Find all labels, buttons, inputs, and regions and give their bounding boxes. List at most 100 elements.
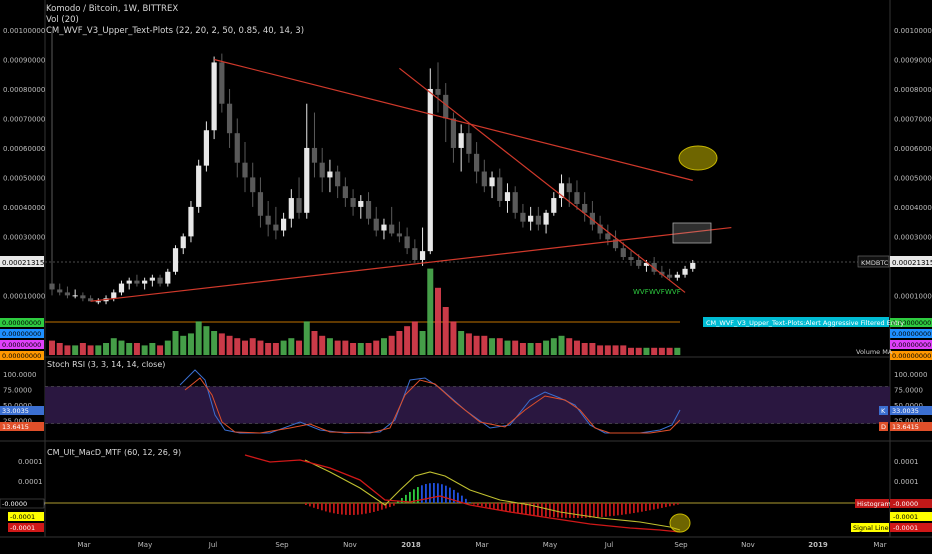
time-axis-label: 2019 [808, 541, 828, 549]
volume-bar [396, 331, 403, 355]
time-axis-label: Nov [343, 541, 357, 549]
macd-hist-bar [501, 503, 503, 511]
candle-body [419, 251, 426, 260]
macd-hist-bar [497, 503, 499, 510]
time-axis-label: Sep [674, 541, 688, 549]
volume-bar [334, 340, 341, 355]
candle-body [149, 277, 155, 281]
macd-hist-bar [577, 503, 579, 518]
candle-body [126, 280, 132, 284]
volume-bar [597, 345, 604, 355]
volume-bar [666, 347, 673, 355]
rsi-tick-left: 25.0000 [3, 418, 32, 426]
candle-body [582, 203, 588, 213]
volume-bar [95, 345, 102, 355]
wvf-value-right: 0.00000000 [892, 319, 931, 327]
trendline [213, 58, 693, 181]
time-axis-label: Jul [208, 541, 218, 549]
macd-hist-bar [401, 498, 403, 503]
volume-bar [87, 345, 94, 355]
volume-bar [527, 343, 534, 355]
candle-body [80, 295, 86, 299]
candle-body [628, 257, 634, 260]
stoch-d-line [184, 377, 681, 434]
candle-body [443, 94, 449, 119]
rsi-tick-right: 100.0000 [894, 371, 927, 379]
volume-bar [141, 345, 148, 355]
volume-bar [126, 343, 133, 355]
macd-hist-bar [585, 503, 587, 518]
macd-hist-bar [509, 503, 511, 512]
candle-body [373, 218, 379, 231]
histogram-value-badge [890, 499, 932, 508]
candle-body [234, 133, 240, 163]
volume-bar [635, 347, 642, 355]
macd-hist-bar [349, 503, 351, 515]
macd-line [304, 459, 681, 531]
macd-hist-bar [469, 502, 471, 503]
candle-body [319, 162, 325, 178]
macd-hist-bar [673, 503, 675, 506]
volume-bar [72, 345, 79, 355]
histogram-label: Histogram [857, 500, 891, 508]
macd-hist-bar [445, 485, 447, 503]
volume-bar [427, 268, 434, 355]
candle-body [481, 171, 487, 187]
candle-body [142, 280, 148, 284]
volume-bar [573, 340, 580, 355]
candle-body [597, 224, 603, 234]
price-tick-left: 0.00050000 [3, 174, 45, 182]
macd-title: CM_Ult_MacD_MTF (60, 12, 26, 9) [47, 448, 181, 457]
volume-bar [566, 338, 573, 355]
macd-right-badge [890, 512, 932, 521]
volume-bar [242, 340, 248, 355]
signal-label: Signal Line [853, 524, 889, 532]
macd-hist-bar [441, 484, 443, 503]
candle-body [427, 88, 433, 252]
volume-bar [473, 335, 480, 355]
macd-hist-bar [353, 503, 355, 515]
volume-bar [365, 343, 372, 355]
macd-hist-bar [341, 503, 343, 515]
volume-bar [49, 340, 55, 355]
macd-hist-bar [457, 492, 459, 503]
candle-body [273, 224, 279, 231]
volume-bar [133, 343, 140, 355]
macd-left-badge [8, 512, 44, 521]
macd-hist-bar [417, 487, 419, 503]
volume-bar [543, 340, 550, 355]
macd-left-value: -0.0001 [10, 513, 35, 521]
wvf-marker: WVF [633, 288, 649, 296]
wvf-value: 0.00000000 [2, 352, 41, 360]
volume-bar [612, 345, 619, 355]
candle-body [589, 212, 595, 225]
macd-hist-bar [393, 503, 395, 506]
macd-hist-bar [669, 503, 671, 507]
candle-body [203, 130, 209, 166]
volume-bar [581, 343, 588, 355]
volume-bar [535, 343, 542, 355]
candle-body [64, 292, 71, 296]
candle-body [196, 165, 202, 207]
trendline [90, 226, 732, 302]
volume-ma-label: Volume MA [856, 348, 893, 356]
macd-tick-left: 0.0001 [18, 478, 43, 486]
price-tick-right: 0.00060000 [894, 145, 932, 153]
macd-hist-bar [589, 503, 591, 518]
candle-body [288, 198, 294, 219]
macd-hist-bar [473, 503, 475, 505]
candle-body [450, 118, 457, 148]
volume-bar [319, 335, 326, 355]
price-tick-right: 0.00040000 [894, 204, 932, 212]
macd-left-badge [8, 523, 44, 532]
candle-body [504, 192, 511, 202]
volume-bar [404, 326, 411, 355]
candle-body [57, 289, 63, 293]
volume-bar [604, 345, 611, 355]
volume-bar [458, 331, 465, 355]
macd-hist-bar [601, 503, 603, 517]
volume-bar [303, 321, 310, 355]
candle-body [72, 295, 78, 297]
volume-bar [489, 338, 496, 355]
